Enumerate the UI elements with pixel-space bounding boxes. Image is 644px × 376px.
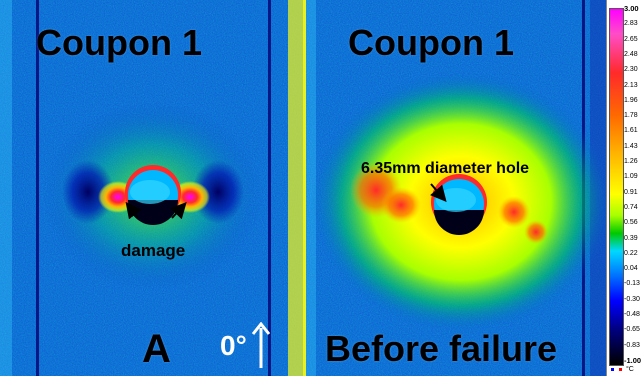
- right-panel-caption: Before failure: [325, 328, 558, 369]
- left-thermal-map: [0, 0, 304, 376]
- colorbar-tick-label: 1.78: [624, 112, 638, 120]
- colorbar-tick-label: 0.56: [624, 219, 638, 227]
- colorbar-tick-label: -0.83: [624, 341, 640, 349]
- right-thermal-panel: [306, 0, 606, 376]
- panel-divider: [303, 0, 307, 376]
- colorbar-tick-label: 0.22: [624, 249, 638, 257]
- colorbar-tick-label: 1.61: [624, 127, 638, 135]
- orientation-label: 0°: [220, 330, 247, 361]
- colorbar-tick-label: 1.43: [624, 142, 638, 150]
- colorbar-tick-label: 0.39: [624, 234, 638, 242]
- colorbar-unit: °C: [626, 366, 634, 373]
- colorbar-tick-label: 1.09: [624, 173, 638, 181]
- colorbar-tick-label: 2.83: [624, 20, 638, 28]
- right-panel-title: Coupon 1: [348, 22, 514, 63]
- damage-annotation: damage: [121, 241, 186, 260]
- colorbar-tick-label: 2.30: [624, 66, 638, 74]
- colorbar-ticks: 3.00 2.83 2.65 2.48 2.30 2.13 1.96 1.78 1.61 1.43…: [624, 5, 644, 365]
- colorbar-gradient: [609, 8, 624, 366]
- hole-annotation: 6.35mm diameter hole: [361, 160, 530, 177]
- colorbar-tick-label: 2.48: [624, 50, 638, 58]
- colorbar-marker-icons: [611, 368, 622, 371]
- temperature-colorbar: 3.00 2.83 2.65 2.48 2.30 2.13 1.96 1.78 1.61 1.43…: [606, 0, 644, 376]
- colorbar-tick-label: -1.00: [624, 356, 642, 365]
- colorbar-tick-label: -0.48: [624, 311, 640, 319]
- colorbar-tick-label: -0.30: [624, 295, 640, 303]
- colorbar-tick-label: 0.74: [624, 203, 638, 211]
- right-thermal-map: [306, 0, 606, 376]
- colorbar-tick-label: 2.13: [624, 81, 638, 89]
- colorbar-tick-label: -0.65: [624, 326, 640, 334]
- colorbar-tick-label: 1.26: [624, 158, 638, 166]
- left-thermal-panel: [0, 0, 304, 376]
- colorbar-tick-label: 3.00: [624, 4, 639, 13]
- left-panel-title: Coupon 1: [36, 22, 202, 63]
- colorbar-tick-label: 0.04: [624, 265, 638, 273]
- colorbar-tick-label: 2.65: [624, 35, 638, 43]
- colorbar-tick-label: 0.91: [624, 188, 638, 196]
- colorbar-tick-label: -0.13: [624, 280, 640, 288]
- orientation-arrow-icon: [251, 322, 271, 368]
- panel-letter: A: [142, 327, 171, 371]
- colorbar-tick-label: 1.96: [624, 96, 638, 104]
